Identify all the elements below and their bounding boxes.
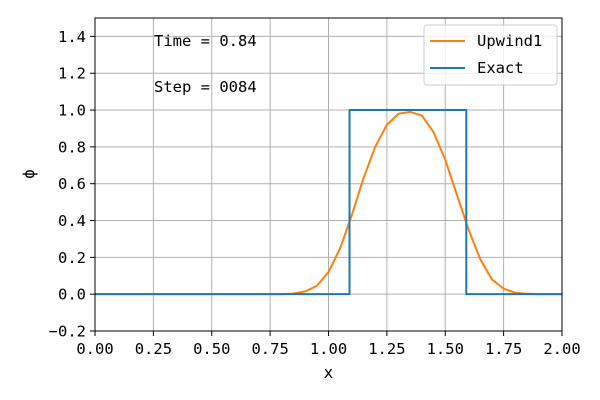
x-tick-label: 0.25: [135, 340, 172, 358]
legend-label-exact: Exact: [477, 59, 524, 77]
y-tick-label: 1.2: [58, 65, 86, 83]
y-tick-label: 0.0: [58, 286, 86, 304]
y-tick-label: 0.4: [58, 212, 86, 230]
annotation-time: Time = 0.84: [154, 32, 257, 50]
y-tick-label: 0.8: [58, 138, 86, 156]
y-tick-label: 1.4: [58, 28, 86, 46]
y-tick-label: 1.0: [58, 102, 86, 120]
series-line-upwind1: [95, 110, 562, 296]
y-tick-label: 0.6: [58, 175, 86, 193]
x-tick-label: 0.50: [193, 340, 230, 358]
x-tick-label: 1.75: [485, 340, 522, 358]
x-tick-label: 1.25: [368, 340, 405, 358]
legend: Upwind1 Exact: [423, 24, 558, 86]
x-tick-label: 1.50: [427, 340, 464, 358]
series-line-exact: [95, 109, 562, 296]
axis-ticks: 0.00 0.25 0.50 0.75 1.00 1.25 1.50 1.75 2.00 −0.2…: [49, 28, 581, 358]
x-tick-label: 1.00: [310, 340, 347, 358]
y-tick-label: 0.2: [58, 249, 86, 267]
x-tick-label: 2.00: [543, 340, 580, 358]
y-axis-label: ϕ: [19, 169, 38, 179]
x-tick-label: 0.00: [76, 340, 113, 358]
plot-series: [95, 109, 562, 296]
y-tick-label: −0.2: [49, 323, 86, 341]
x-axis-label: x: [324, 363, 334, 382]
legend-label-upwind1: Upwind1: [477, 32, 542, 50]
annotation-step: Step = 0084: [154, 78, 257, 96]
x-tick-label: 0.75: [251, 340, 288, 358]
